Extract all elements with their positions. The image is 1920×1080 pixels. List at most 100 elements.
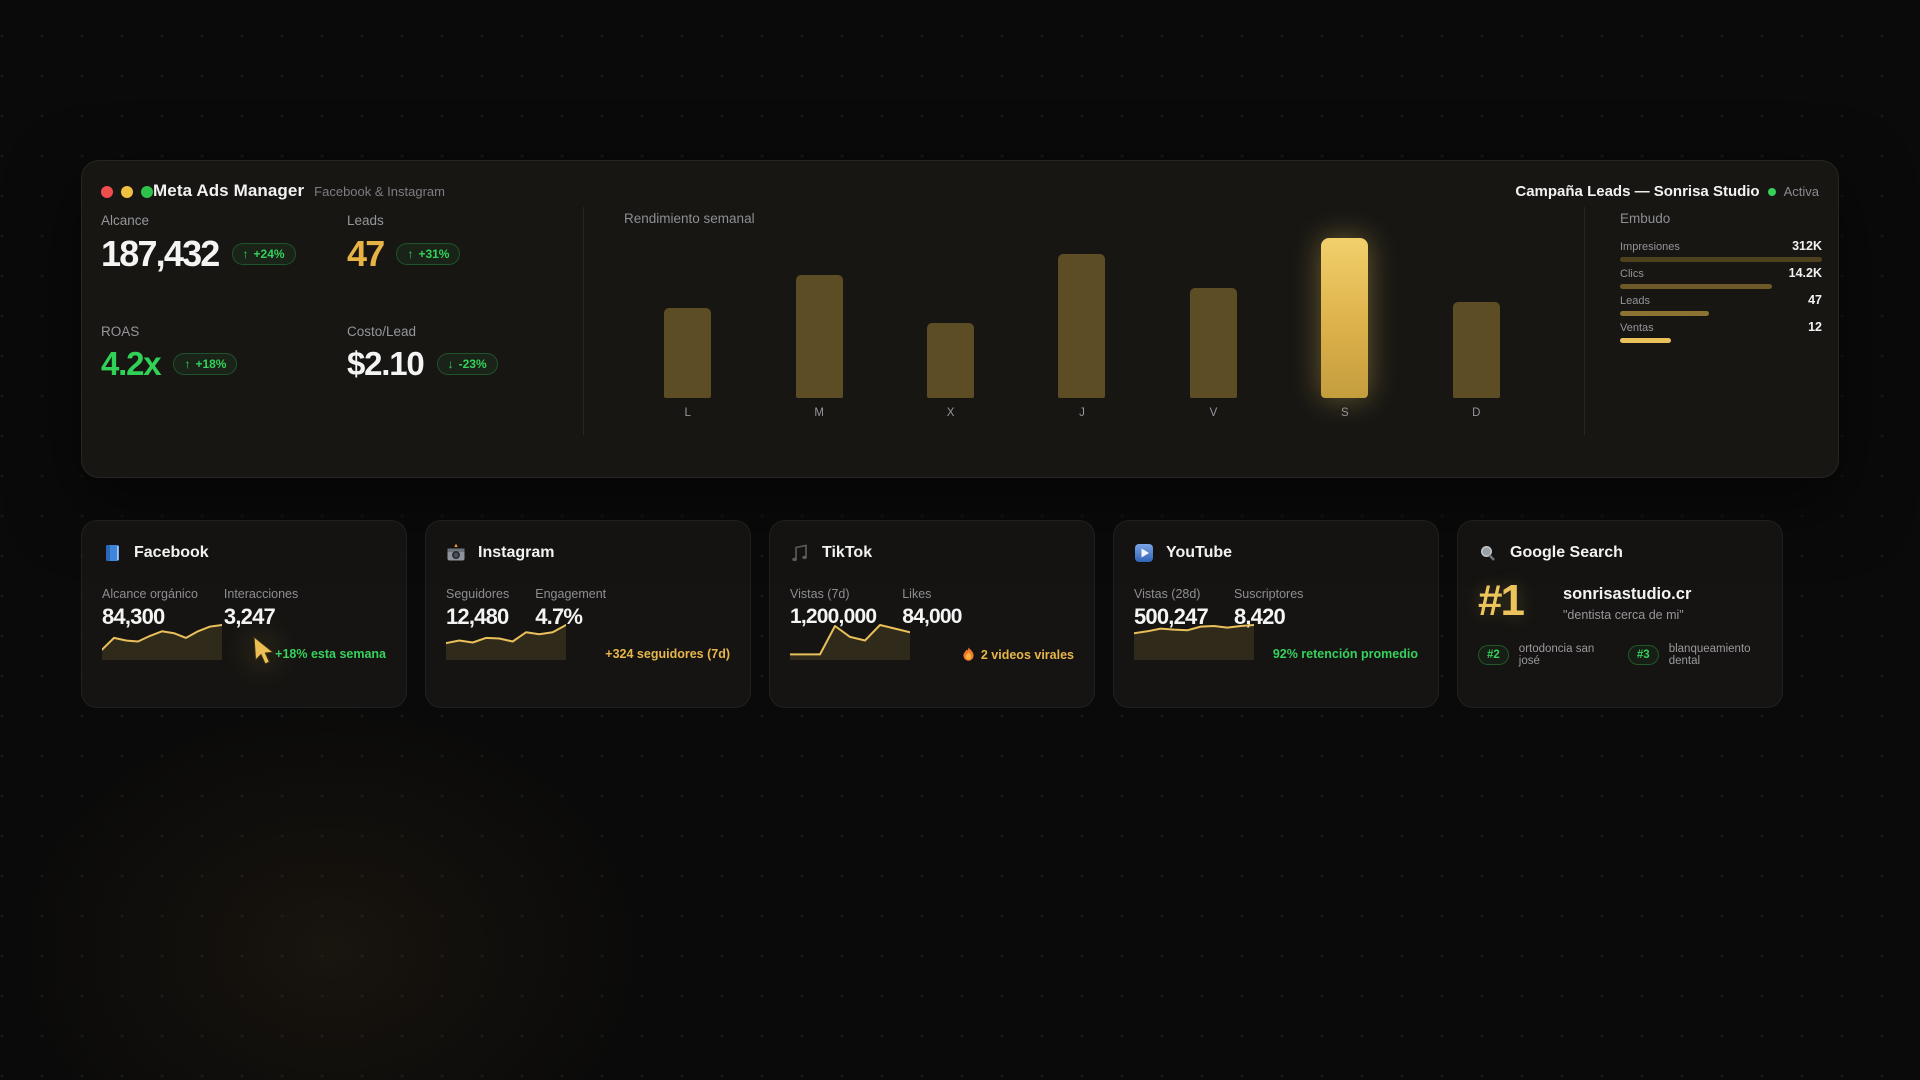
stat: Vistas (28d) 500,247 <box>1134 587 1209 628</box>
arrow-up-icon: ↑ <box>407 247 414 261</box>
funnel-stage-bar <box>1620 257 1822 262</box>
funnel-rows: Impresiones 312K Clics 14.2K Leads 47 Ventas 12 <box>1620 239 1822 343</box>
stat-label: Engagement <box>535 587 607 601</box>
stat-value: 84,300 <box>102 604 165 629</box>
stat-value: 3,247 <box>223 604 276 629</box>
delta-badge: ↑ +31% <box>396 243 461 265</box>
weekly-bar-label: S <box>1340 407 1349 419</box>
divider <box>1584 207 1585 435</box>
stat: Vistas (7d) 1,200,000 <box>790 587 877 628</box>
metric-alcance: Alcance 187,432 ↑ +24% <box>101 213 341 272</box>
weekly-bar <box>1321 238 1369 398</box>
tiktok-card: TikTok Vistas (7d) 1,200,000 Likes 84,00… <box>769 520 1095 708</box>
stat-value: 8,420 <box>1233 604 1286 629</box>
rank-keyword: ortodoncia san josé <box>1518 643 1595 667</box>
music-note-icon <box>792 544 807 562</box>
instagram-card: Instagram Seguidores 12,480 Engagement 4… <box>425 520 751 708</box>
funnel-stage-value: 12 <box>1808 320 1822 334</box>
funnel-row: Impresiones 312K <box>1620 239 1822 262</box>
sparkline-chart <box>1134 624 1254 660</box>
card-title: Facebook <box>134 544 209 561</box>
delta-badge: ↑ +24% <box>231 243 296 265</box>
delta-value: +24% <box>253 247 285 261</box>
window-controls <box>101 186 153 198</box>
fire-icon <box>963 647 974 661</box>
campaign-name: Campaña Leads — Sonrisa Studio <box>1515 183 1760 200</box>
metric-value: 4.2x <box>101 345 162 382</box>
sparkline-chart <box>446 624 566 660</box>
search-query: "dentista cerca de mi" <box>1563 608 1684 622</box>
stat-value: 12,480 <box>446 604 509 629</box>
weekly-bar-slot: J <box>1016 238 1147 419</box>
facebook-book-icon <box>106 545 119 561</box>
weekly-bar <box>927 323 975 398</box>
google-search-card: Google Search #1 sonrisastudio.cr "denti… <box>1457 520 1783 708</box>
weekly-bar-slot: S <box>1279 238 1410 419</box>
funnel-stage-value: 47 <box>1808 293 1822 307</box>
metric-costo-lead: Costo/Lead $2.10 ↓ -23% <box>347 324 587 380</box>
weekly-bar-slot: D <box>1411 238 1542 419</box>
stat: Engagement 4.7% <box>535 587 606 628</box>
rank-badge: #2 <box>1478 645 1509 665</box>
stat: Interacciones 3,247 <box>224 587 298 628</box>
metric-value: $2.10 <box>347 345 425 382</box>
weekly-bar <box>1058 254 1106 398</box>
stat-label: Alcance orgánico <box>102 587 198 601</box>
weekly-bar-label: D <box>1472 407 1481 419</box>
weekly-bar-label: V <box>1209 407 1218 419</box>
card-footer: 92% retención promedio <box>1273 647 1418 661</box>
campaign-status: Activa <box>1783 184 1819 199</box>
stat-label: Suscriptores <box>1233 587 1304 601</box>
stat-label: Interacciones <box>223 587 299 601</box>
rank-keyword: blanqueamiento dental <box>1668 643 1751 667</box>
card-title: Instagram <box>478 544 555 561</box>
weekly-bar-slot: M <box>753 238 884 419</box>
ranked-domain: sonrisastudio.cr <box>1563 585 1692 603</box>
funnel-row: Leads 47 <box>1620 293 1822 316</box>
funnel-row: Clics 14.2K <box>1620 266 1822 289</box>
card-title: YouTube <box>1166 544 1233 561</box>
mouse-cursor <box>253 636 275 665</box>
window-subtitle: Facebook & Instagram <box>314 184 445 199</box>
stat: Suscriptores 8,420 <box>1234 587 1303 628</box>
facebook-card: Facebook Alcance orgánico 84,300 Interac… <box>81 520 407 708</box>
youtube-card: YouTube Vistas (28d) 500,247 Suscriptore… <box>1113 520 1439 708</box>
footer-text: +18% esta semana <box>275 647 386 661</box>
close-window-icon[interactable] <box>101 186 113 198</box>
footer-text: +324 seguidores (7d) <box>605 647 730 661</box>
stat: Alcance orgánico 84,300 <box>102 587 198 628</box>
weekly-bar-label: J <box>1079 407 1085 419</box>
camera-icon <box>447 543 465 561</box>
arrow-up-icon: ↑ <box>184 356 191 371</box>
weekly-bar-label: L <box>684 407 691 419</box>
card-title: TikTok <box>822 544 873 561</box>
stat-label: Likes <box>902 587 932 601</box>
funnel-stage-label: Clics <box>1620 268 1644 280</box>
weekly-bar-label: X <box>946 407 955 419</box>
weekly-bar-slot: L <box>622 238 753 419</box>
funnel-stage-label: Impresiones <box>1620 241 1680 253</box>
sparkline-chart <box>102 624 222 660</box>
funnel-stage-label: Leads <box>1620 295 1650 307</box>
maximize-window-icon[interactable] <box>141 186 153 198</box>
metric-value: 47 <box>347 233 385 274</box>
metric-label: Alcance <box>101 213 150 228</box>
weekly-bar-slot: X <box>885 238 1016 419</box>
funnel-title: Embudo <box>1620 211 1671 226</box>
minimize-window-icon[interactable] <box>121 186 133 198</box>
status-dot-icon <box>1767 187 1776 196</box>
rank-badge: #3 <box>1627 645 1659 665</box>
card-footer: +324 seguidores (7d) <box>605 647 730 661</box>
metric-label: Costo/Lead <box>347 324 417 339</box>
card-title: Google Search <box>1510 544 1623 561</box>
card-footer: +18% esta semana <box>275 647 386 661</box>
funnel-stage-bar <box>1620 311 1709 316</box>
arrow-up-icon: ↑ <box>242 247 249 261</box>
weekly-chart-title: Rendimiento semanal <box>624 211 755 226</box>
metric-roas: ROAS 4.2x ↑ +18% <box>101 324 341 380</box>
weekly-bar-slot: V <box>1148 238 1279 419</box>
funnel-stage-bar <box>1620 284 1772 289</box>
arrow-down-icon: ↓ <box>447 356 454 371</box>
stat-value: 1,200,000 <box>790 605 877 628</box>
